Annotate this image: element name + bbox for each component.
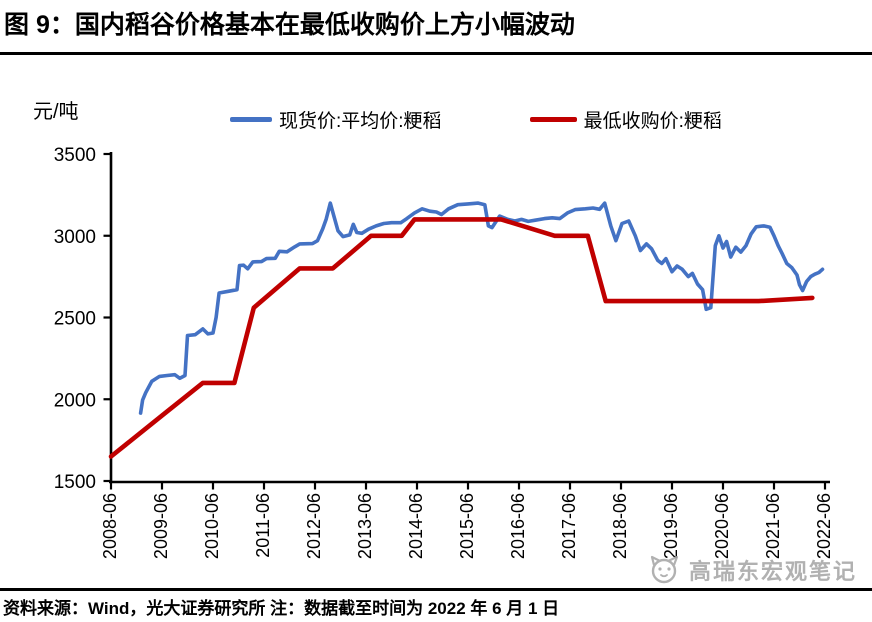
- minimum-purchase-price-series-line: [108, 217, 815, 459]
- floor-price-line-swatch-icon: [529, 117, 577, 122]
- x-axis-tick-label: 2020-06: [712, 493, 732, 559]
- y-axis-unit-label: 元/吨: [33, 101, 79, 123]
- x-axis-tick-label: 2022-06: [814, 493, 834, 559]
- watermark-cat-logo-icon: [650, 555, 679, 584]
- x-axis-tick-label: 2021-06: [763, 493, 783, 559]
- watermark: 高瑞东宏观笔记: [646, 553, 857, 587]
- legend-item-floor-price: 最低收购价:粳稻: [529, 106, 722, 133]
- x-axis-tick-label: 2017-06: [559, 493, 579, 559]
- chart-legend: 现货价:平均价:粳稻 最低收购价:粳稻: [230, 106, 722, 133]
- x-axis-tick-label: 2019-06: [661, 493, 681, 559]
- x-axis-tick-label: 2015-06: [457, 493, 477, 559]
- x-axis-tick-label: 2008-06: [100, 493, 120, 559]
- x-axis-tick-label: 2009-06: [151, 493, 171, 559]
- y-axis-tick-label: 2000: [54, 390, 96, 411]
- x-axis-tick-label: 2018-06: [610, 493, 630, 559]
- x-axis-tick-label: 2013-06: [355, 493, 375, 559]
- title-divider-line: [0, 52, 872, 55]
- y-axis-tick-label: 2500: [54, 309, 96, 330]
- y-axis-tick-label: 3500: [54, 145, 96, 166]
- figure-title: 图 9：国内稻谷价格基本在最低收购价上方小幅波动: [4, 11, 575, 39]
- x-axis-tick-label: 2012-06: [304, 493, 324, 559]
- x-axis-tick-label: 2014-06: [406, 493, 426, 559]
- footer-divider-line: [0, 588, 872, 591]
- x-axis-tick-label: 2016-06: [508, 493, 528, 559]
- legend-label-floor-price: 最低收购价:粳稻: [583, 111, 722, 132]
- watermark-text: 高瑞东宏观笔记: [689, 559, 858, 584]
- legend-label-spot-price: 现货价:平均价:粳稻: [279, 111, 442, 132]
- y-axis-tick-label: 3000: [54, 227, 96, 248]
- spot-price-series-line: [138, 201, 825, 415]
- x-axis-tick-label: 2011-06: [253, 493, 273, 558]
- y-axis-tick-label: 1500: [54, 472, 96, 493]
- source-note: 资料来源：Wind，光大证券研究所 注：数据截至时间为 2022 年 6 月 1…: [3, 599, 560, 618]
- legend-item-spot-price: 现货价:平均价:粳稻: [230, 106, 442, 133]
- spot-price-line-swatch-icon: [230, 117, 272, 122]
- x-axis-tick-label: 2010-06: [202, 493, 222, 559]
